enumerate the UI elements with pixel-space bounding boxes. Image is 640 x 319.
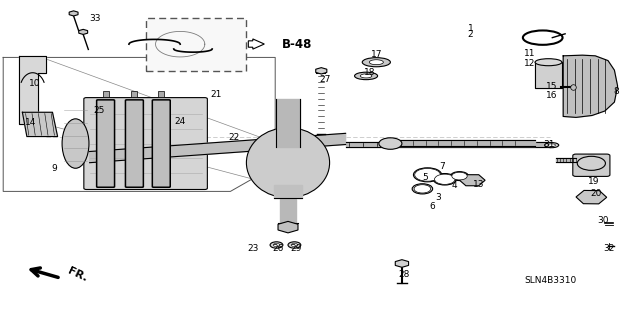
Circle shape [577,156,605,170]
Text: 22: 22 [228,133,239,142]
Ellipse shape [246,128,330,198]
Text: 11: 11 [524,49,536,58]
FancyBboxPatch shape [84,98,207,189]
Circle shape [414,185,431,193]
Ellipse shape [355,72,378,80]
Polygon shape [90,133,346,163]
Circle shape [288,242,301,248]
Circle shape [291,243,298,247]
Text: 2: 2 [468,30,473,39]
Text: 4: 4 [452,181,457,190]
Circle shape [415,168,440,181]
Circle shape [412,184,433,194]
Text: 16: 16 [546,91,557,100]
Ellipse shape [62,119,89,168]
Text: 30: 30 [597,216,609,225]
Circle shape [435,174,455,184]
Text: FR.: FR. [66,266,89,284]
FancyBboxPatch shape [97,100,115,187]
Polygon shape [22,112,58,137]
Text: 6: 6 [429,202,435,211]
FancyBboxPatch shape [125,100,143,187]
Text: 23: 23 [247,244,259,253]
Text: 5: 5 [423,173,428,182]
Ellipse shape [360,74,372,78]
Polygon shape [535,62,562,88]
Text: 28: 28 [399,271,410,279]
Ellipse shape [369,60,383,65]
Text: 1: 1 [468,24,473,33]
Text: 15: 15 [546,82,557,91]
Text: 17: 17 [371,50,382,59]
Polygon shape [148,33,212,54]
Text: 32: 32 [604,244,615,253]
Text: 26: 26 [273,244,284,253]
Text: 7: 7 [439,162,444,171]
Ellipse shape [545,143,559,148]
Text: 10: 10 [29,79,41,88]
Text: 14: 14 [25,118,36,127]
Text: 31: 31 [543,140,555,149]
Polygon shape [19,56,46,124]
Text: 29: 29 [290,244,301,253]
Text: 21: 21 [211,90,222,99]
Ellipse shape [548,144,556,146]
Circle shape [433,174,456,185]
Circle shape [452,172,467,180]
Text: 12: 12 [524,59,536,68]
Text: 13: 13 [473,180,484,189]
Text: 27: 27 [319,75,331,84]
Bar [146,18,246,71]
Polygon shape [69,11,78,16]
FancyArrow shape [248,39,264,49]
Text: 33: 33 [89,14,100,23]
Text: 20: 20 [591,189,602,198]
Polygon shape [276,99,300,147]
Text: 24: 24 [175,117,186,126]
Text: 25: 25 [93,106,105,115]
Polygon shape [563,55,618,117]
Ellipse shape [535,59,562,66]
Text: 3: 3 [436,193,441,202]
Polygon shape [280,199,296,223]
Text: SLN4B3310: SLN4B3310 [525,276,577,285]
Text: B-48: B-48 [282,38,312,50]
Text: 19: 19 [588,177,600,186]
Text: 9: 9 [52,164,57,173]
Circle shape [273,243,280,247]
Circle shape [379,138,402,149]
Circle shape [451,172,468,181]
FancyBboxPatch shape [152,100,170,187]
Circle shape [270,242,283,248]
Text: 18: 18 [364,68,376,77]
Ellipse shape [362,58,390,67]
Circle shape [413,168,442,182]
FancyBboxPatch shape [573,154,610,176]
Text: 8: 8 [614,87,619,96]
Polygon shape [274,185,302,198]
Polygon shape [79,29,88,34]
